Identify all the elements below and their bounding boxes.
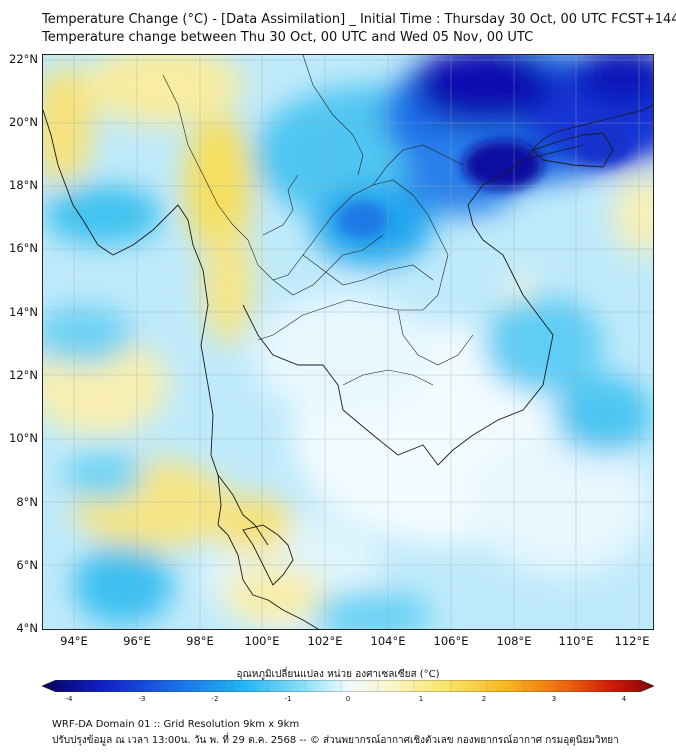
lat-label: 20°N — [9, 115, 38, 129]
lat-label: 16°N — [9, 241, 38, 255]
map-title: Temperature Change (°C) - [Data Assimila… — [42, 12, 676, 27]
lat-label: 8°N — [16, 495, 38, 509]
colorbar-tick: 4 — [621, 695, 627, 703]
lon-label: 110°E — [558, 634, 594, 648]
footer-model-info: WRF-DA Domain 01 :: Grid Resolution 9km … — [52, 719, 300, 730]
colorbar-tick: 2 — [481, 695, 487, 703]
lon-label: 94°E — [60, 634, 88, 648]
lat-label: 12°N — [9, 368, 38, 382]
lat-label: 18°N — [9, 178, 38, 192]
lon-label: 100°E — [244, 634, 280, 648]
lon-label: 108°E — [496, 634, 532, 648]
colorbar-tick: -4 — [65, 695, 73, 703]
colorbar-title: อุณหภูมิเปลี่ยนแปลง หน่วย องศาเซลเซียส (… — [236, 669, 440, 680]
coastlines — [43, 104, 653, 629]
colorbar-tick: -1 — [284, 695, 292, 703]
map-canvas — [43, 55, 653, 629]
lon-label: 102°E — [307, 634, 343, 648]
lon-label: 104°E — [370, 634, 406, 648]
lon-label: 112°E — [614, 634, 650, 648]
map-subtitle: Temperature change between Thu 30 Oct, 0… — [42, 30, 534, 45]
colorbar — [42, 680, 654, 692]
colorbar-tick: 3 — [551, 695, 557, 703]
colorbar-gradient — [42, 680, 654, 692]
lon-label: 106°E — [433, 634, 469, 648]
lat-label: 4°N — [16, 621, 38, 635]
lat-label: 10°N — [9, 431, 38, 445]
borders — [162, 55, 474, 386]
colorbar-tick: 1 — [418, 695, 424, 703]
temperature-change-map — [42, 54, 654, 630]
lon-label: 98°E — [186, 634, 214, 648]
colorbar-tick: 0 — [345, 695, 351, 703]
colorbar-tick: -3 — [138, 695, 146, 703]
lon-label: 96°E — [123, 634, 151, 648]
lat-label: 6°N — [16, 558, 38, 572]
lat-label: 22°N — [9, 52, 38, 66]
colorbar-tick: -2 — [211, 695, 219, 703]
gridlines — [43, 55, 653, 629]
footer-update-info: ปรับปรุงข้อมูล ณ เวลา 13:00น. วัน พ. ที่… — [52, 735, 619, 746]
lat-label: 14°N — [9, 305, 38, 319]
